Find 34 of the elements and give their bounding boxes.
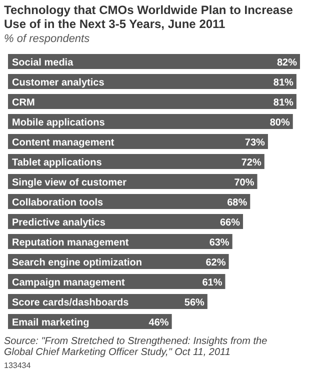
bar [8, 54, 300, 69]
bar [8, 94, 296, 109]
y-tick-label: Single view of customer [12, 178, 127, 188]
data-label: 66% [220, 218, 240, 228]
y-tick-label: Customer analytics [12, 78, 105, 88]
data-label: 73% [244, 138, 266, 148]
data-label: 62% [206, 258, 226, 268]
data-label: 81% [273, 78, 294, 88]
data-label: 80% [270, 118, 290, 128]
y-tick-label: Content management [12, 138, 115, 148]
y-tick-label: CRM [12, 98, 35, 108]
data-label: 61% [202, 278, 222, 288]
data-label: 72% [241, 158, 262, 168]
data-label: 63% [209, 238, 230, 248]
data-label: 68% [227, 198, 248, 208]
y-tick-label: Campaign management [12, 278, 126, 288]
data-label: 56% [184, 298, 205, 308]
chart-title: Technology that CMOs Worldwide Plan to Increase Use of in the Next 3-5 Years, June 2011 [4, 3, 294, 31]
y-tick-label: Collaboration tools [12, 198, 104, 208]
y-tick-label: Predictive analytics [12, 218, 106, 228]
chart-subtitle: % of respondents [4, 33, 90, 45]
y-tick-label: Mobile applications [12, 118, 106, 128]
y-tick-label: Email marketing [12, 318, 90, 328]
y-tick-label: Search engine optimization [12, 258, 142, 268]
data-label: 46% [148, 318, 169, 328]
data-label: 81% [273, 98, 294, 108]
data-label: 70% [234, 178, 254, 188]
y-tick-label: Social media [12, 58, 74, 68]
text: 133434 [4, 361, 32, 370]
y-tick-label: Score cards/dashboards [12, 298, 130, 308]
y-tick-label: Tablet applications [12, 158, 102, 168]
data-label: 82% [276, 58, 298, 68]
y-tick-label: Reputation management [12, 238, 130, 248]
source-note: Source: "From Stretched to Strengthened: Insights from the Global Chief Marketing Officer Study," Oct 11, 2011 [4, 336, 268, 358]
